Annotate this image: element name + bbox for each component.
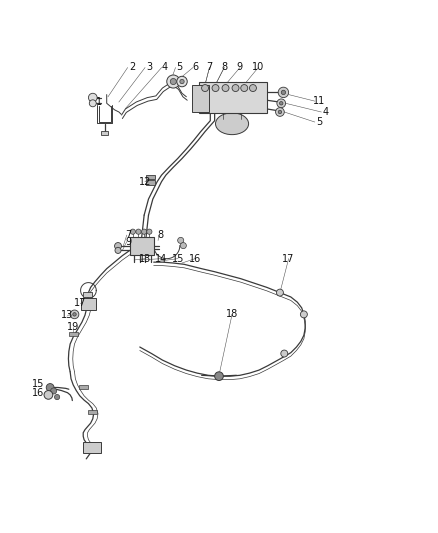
Circle shape — [89, 100, 96, 107]
Circle shape — [212, 85, 219, 92]
Circle shape — [281, 350, 288, 357]
Text: 7: 7 — [125, 230, 131, 240]
Bar — [146, 180, 155, 184]
Text: 17: 17 — [283, 254, 295, 264]
Text: 9: 9 — [237, 62, 243, 72]
Circle shape — [46, 384, 54, 391]
Text: 3: 3 — [146, 62, 152, 72]
Text: 4: 4 — [322, 107, 328, 117]
Circle shape — [276, 108, 284, 116]
Bar — [69, 332, 78, 336]
Bar — [83, 292, 92, 297]
Circle shape — [278, 110, 282, 114]
Text: 8: 8 — [157, 230, 163, 240]
Ellipse shape — [215, 113, 249, 135]
Circle shape — [130, 229, 135, 235]
Circle shape — [232, 85, 239, 92]
Circle shape — [70, 310, 79, 319]
Circle shape — [180, 79, 184, 84]
Circle shape — [115, 247, 121, 254]
Text: 12: 12 — [139, 176, 151, 187]
Text: 2: 2 — [130, 62, 136, 72]
Bar — [130, 237, 154, 255]
Text: 5: 5 — [176, 62, 182, 72]
Circle shape — [279, 102, 283, 105]
Bar — [101, 131, 109, 135]
Circle shape — [281, 90, 286, 94]
Text: 16: 16 — [189, 254, 201, 264]
Text: 7: 7 — [206, 62, 212, 72]
Circle shape — [180, 243, 186, 249]
Circle shape — [141, 229, 147, 235]
Circle shape — [276, 289, 283, 296]
Circle shape — [250, 85, 256, 92]
Circle shape — [115, 243, 121, 249]
Bar — [192, 85, 209, 111]
Circle shape — [44, 391, 53, 399]
Bar — [199, 82, 267, 114]
Text: 8: 8 — [221, 62, 227, 72]
Circle shape — [147, 229, 152, 235]
Circle shape — [167, 75, 180, 88]
Circle shape — [136, 229, 141, 235]
Circle shape — [300, 311, 307, 318]
Circle shape — [54, 394, 60, 400]
Circle shape — [177, 76, 187, 87]
Text: 6: 6 — [192, 62, 198, 72]
Text: 13: 13 — [139, 254, 151, 264]
Text: 4: 4 — [162, 62, 168, 72]
Text: 15: 15 — [32, 379, 45, 389]
Circle shape — [241, 85, 248, 92]
Text: 19: 19 — [67, 322, 79, 333]
Bar — [83, 442, 101, 453]
Circle shape — [215, 372, 223, 381]
Circle shape — [50, 388, 57, 394]
Text: 16: 16 — [32, 387, 45, 398]
Text: 11: 11 — [313, 96, 325, 106]
Circle shape — [88, 93, 97, 102]
Bar — [146, 175, 155, 180]
Bar — [79, 385, 88, 389]
Text: 5: 5 — [316, 117, 322, 127]
Circle shape — [73, 313, 76, 316]
Bar — [88, 410, 97, 415]
Circle shape — [201, 85, 208, 92]
Circle shape — [222, 85, 229, 92]
Text: 10: 10 — [252, 62, 264, 72]
Circle shape — [277, 99, 286, 108]
Bar — [81, 298, 96, 310]
Circle shape — [178, 237, 184, 244]
Circle shape — [278, 87, 289, 98]
Text: 18: 18 — [226, 309, 238, 319]
Text: 17: 17 — [74, 298, 87, 309]
Text: 1: 1 — [96, 97, 102, 107]
Text: 15: 15 — [171, 254, 184, 264]
Text: 14: 14 — [155, 254, 168, 264]
Circle shape — [170, 78, 177, 85]
Text: 13: 13 — [61, 310, 74, 320]
Text: 9: 9 — [125, 237, 131, 247]
